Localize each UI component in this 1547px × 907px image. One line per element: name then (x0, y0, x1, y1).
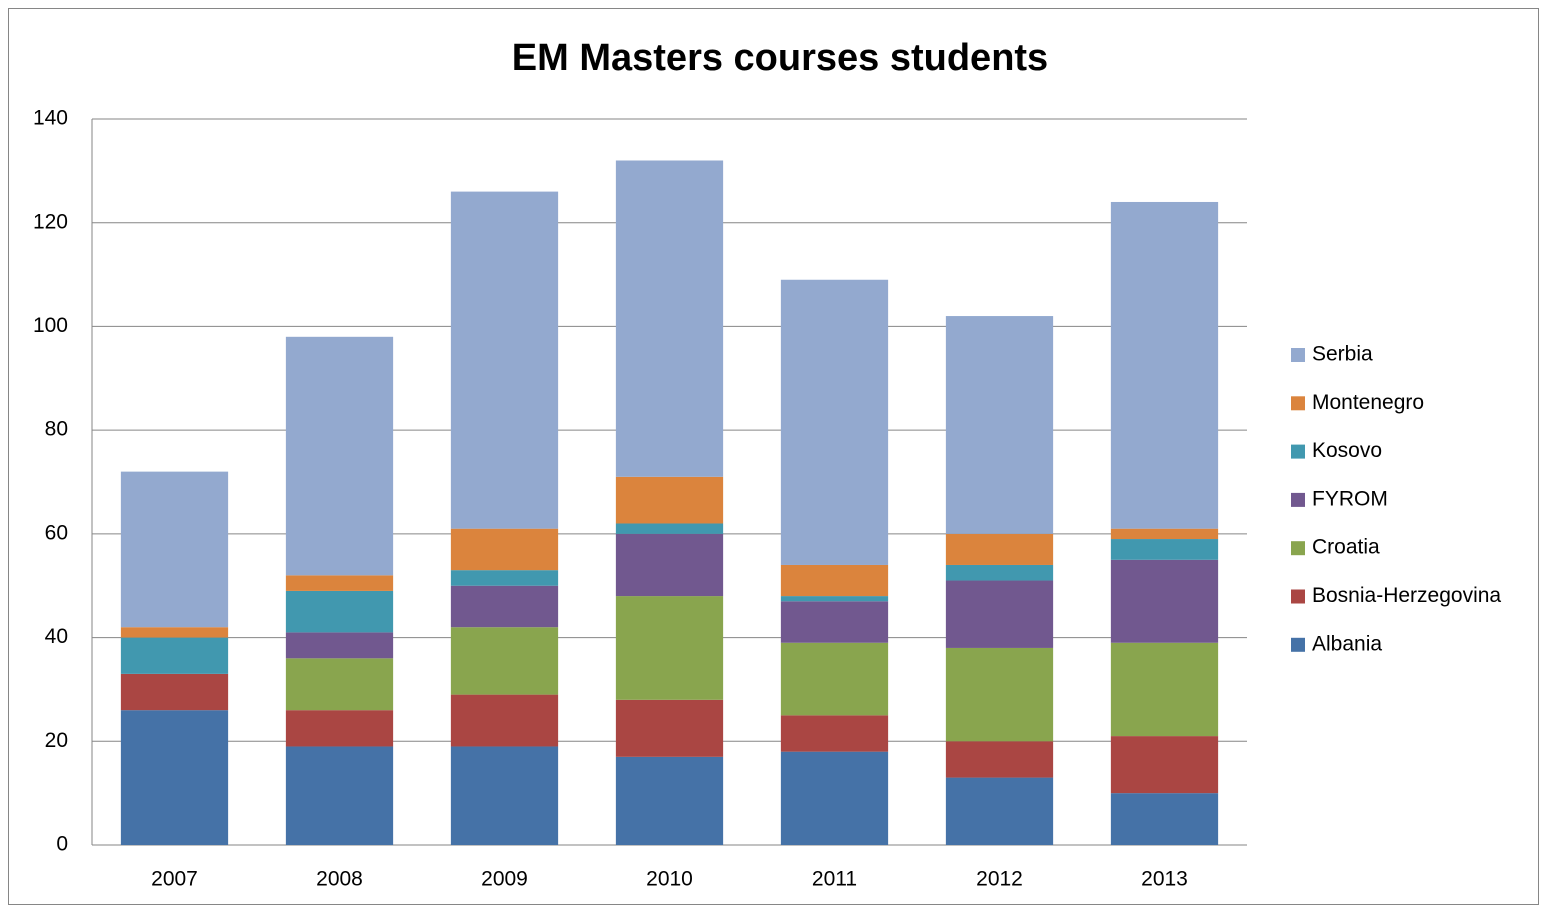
legend-swatch (1291, 396, 1305, 411)
legend-swatch (1291, 492, 1305, 507)
chart-border (8, 8, 1539, 905)
bar-segment (450, 191, 559, 529)
y-tick-label: 60 (45, 521, 68, 544)
y-tick-label: 80 (45, 418, 68, 441)
bar-segment (780, 751, 889, 845)
bar-segment (945, 647, 1054, 742)
bar-segment (615, 476, 724, 524)
legend-label: FYROM (1312, 487, 1388, 510)
y-tick-label: 0 (56, 833, 68, 856)
bar-segment (945, 741, 1054, 778)
legend-swatch (1291, 589, 1305, 604)
bar-segment (285, 575, 394, 591)
legend-label: Bosnia-Herzegovina (1312, 584, 1501, 607)
bar-segment (120, 471, 229, 628)
bar-segment (1110, 736, 1219, 794)
bar-segment (450, 627, 559, 695)
x-tick-label: 2010 (646, 868, 693, 891)
bar-segment (780, 564, 889, 597)
bar-segment (450, 585, 559, 628)
y-tick-label: 120 (33, 210, 68, 233)
bar-segment (1110, 201, 1219, 529)
bar-segment (945, 564, 1054, 581)
bar-segment (285, 336, 394, 576)
bar-segment (615, 160, 724, 477)
legend-swatch (1291, 541, 1305, 556)
y-tick-label: 100 (33, 314, 68, 337)
bar-segment (780, 601, 889, 643)
bar-segment (1110, 642, 1219, 737)
legend-label: Montenegro (1312, 391, 1424, 414)
bar-segment (120, 710, 229, 845)
x-tick-label: 2013 (1141, 868, 1188, 891)
bar-segment (1110, 539, 1219, 560)
bar-segment (450, 528, 559, 571)
bar-segment (780, 715, 889, 752)
bar-segment (615, 596, 724, 700)
bar-segment (450, 570, 559, 586)
bar-segment (120, 637, 229, 674)
x-tick-label: 2011 (812, 868, 857, 891)
bar-segment (615, 523, 724, 534)
legend-swatch (1291, 444, 1305, 459)
bar-segment (780, 642, 889, 716)
legend-label: Croatia (1312, 536, 1380, 559)
bar-segment (120, 673, 229, 711)
legend-label: Kosovo (1312, 439, 1382, 462)
chart-title: EM Masters courses students (512, 37, 1048, 79)
bar-segment (450, 746, 559, 845)
bar-segment (120, 627, 229, 638)
bar-segment (285, 710, 394, 747)
y-tick-label: 40 (45, 625, 68, 648)
legend-swatch (1291, 348, 1305, 362)
bar-segment (615, 533, 724, 597)
bar-segment (780, 279, 889, 565)
bar-segment (1110, 793, 1219, 845)
bar-segment (615, 756, 724, 845)
bar-segment (285, 632, 394, 659)
bar-segment (780, 596, 889, 602)
bar-segment (945, 580, 1054, 648)
bar-segment (615, 699, 724, 757)
bar-segment (285, 746, 394, 845)
bar-segment (285, 590, 394, 633)
bar-segment (1110, 559, 1219, 643)
legend-swatch (1291, 637, 1305, 652)
x-tick-label: 2012 (976, 868, 1023, 891)
legend-label: Serbia (1312, 343, 1373, 366)
bar-segment (450, 694, 559, 747)
bar-segment (945, 316, 1054, 534)
x-tick-label: 2008 (316, 868, 363, 891)
y-tick-label: 140 (33, 107, 68, 130)
bar-segment (945, 777, 1054, 845)
x-tick-label: 2009 (481, 868, 528, 891)
y-tick-label: 20 (45, 729, 68, 752)
bar-segment (1110, 528, 1219, 540)
bar-segment (285, 658, 394, 711)
bar-segment (945, 533, 1054, 565)
x-tick-label: 2007 (151, 868, 198, 891)
legend-label: Albania (1312, 632, 1382, 655)
